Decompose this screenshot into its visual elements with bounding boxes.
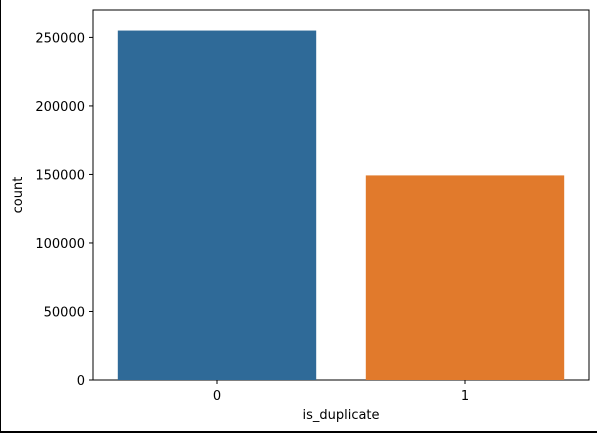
y-tick-label: 250000 <box>35 31 85 46</box>
y-axis-ticks: 0 50000 100000 150000 200000 250000 <box>35 31 93 389</box>
y-tick-label: 100000 <box>35 237 85 252</box>
y-tick-label: 200000 <box>35 100 85 115</box>
y-tick-label: 50000 <box>44 305 85 320</box>
x-axis-label: is_duplicate <box>302 408 379 423</box>
y-tick-label: 150000 <box>35 168 85 183</box>
x-tick-label: 1 <box>461 389 469 404</box>
y-tick-label: 0 <box>77 374 85 389</box>
x-tick-label: 0 <box>213 389 221 404</box>
bar-0 <box>117 30 317 381</box>
bars-group <box>117 30 565 381</box>
bar-1 <box>365 175 565 380</box>
y-axis-label: count <box>11 177 26 214</box>
